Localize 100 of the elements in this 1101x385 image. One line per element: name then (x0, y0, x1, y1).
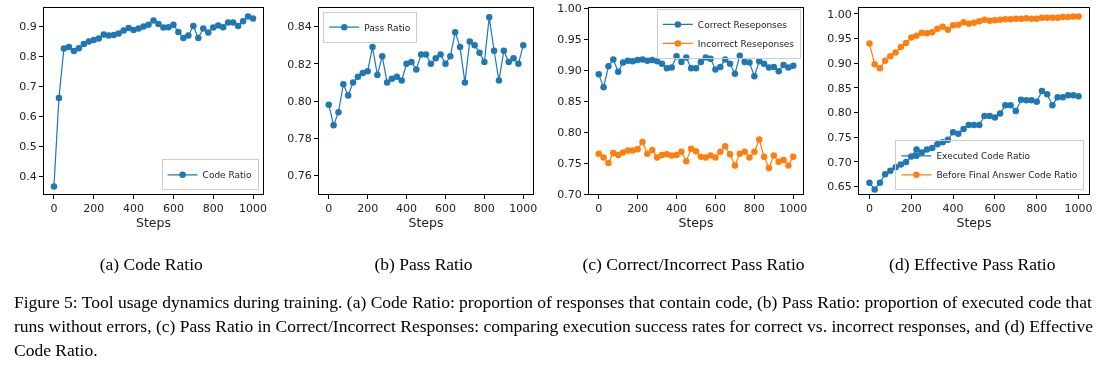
legend-label: Executed Code Ratio (936, 151, 1031, 162)
point (422, 51, 430, 58)
point (923, 146, 931, 153)
point (1033, 98, 1040, 105)
point (205, 29, 212, 36)
point (1007, 16, 1014, 23)
point (515, 60, 522, 68)
point (726, 151, 734, 158)
point (600, 84, 607, 91)
point (244, 13, 252, 20)
point (760, 60, 768, 68)
point (50, 183, 58, 190)
point (378, 53, 386, 60)
point (923, 29, 931, 37)
y-tick-label: 0.8 (19, 49, 37, 63)
point (668, 64, 675, 71)
point (996, 16, 1004, 24)
point (1007, 101, 1014, 109)
point (388, 75, 396, 82)
x-tick-label: 800 (202, 202, 224, 216)
point (1043, 91, 1051, 98)
text: (a) Code Ratio (99, 253, 204, 274)
x-tick-label: 200 (900, 202, 922, 216)
point (1012, 107, 1020, 115)
point (887, 53, 894, 60)
point (229, 19, 237, 26)
point (692, 147, 700, 155)
point (887, 167, 894, 175)
point (902, 158, 910, 166)
point (500, 47, 508, 55)
point (751, 72, 758, 80)
point (866, 179, 873, 186)
x-tick-label: 1000 (509, 202, 538, 216)
point (1033, 15, 1040, 23)
point (717, 63, 724, 71)
point (913, 146, 920, 153)
point (471, 41, 478, 49)
x-axis-title: Steps (408, 215, 444, 231)
point (785, 162, 792, 169)
point (369, 43, 376, 51)
point (928, 28, 936, 36)
point (1054, 94, 1061, 101)
text: (d) Effective Pass Ratio (889, 253, 1056, 274)
point (970, 19, 978, 27)
point (80, 40, 88, 48)
point (417, 51, 425, 58)
x-axis-title: Steps (956, 215, 992, 231)
point (648, 146, 656, 154)
point (790, 62, 797, 69)
point (165, 23, 172, 31)
point (687, 145, 695, 152)
point (461, 79, 469, 86)
x-tick-label: 400 (942, 202, 964, 216)
x-tick-label: 600 (434, 202, 456, 216)
point (692, 64, 700, 72)
point (180, 34, 187, 42)
point (746, 154, 753, 161)
point (495, 77, 503, 84)
point (1028, 15, 1035, 23)
point (949, 129, 957, 136)
x-tick-label: 400 (123, 202, 145, 216)
x-tick-label: 800 (473, 202, 495, 216)
point (605, 63, 612, 70)
y-tick-label: 0.65 (827, 180, 852, 194)
point (249, 15, 257, 22)
legend-label: Code Ratio (202, 170, 253, 181)
x-tick-label: 1000 (779, 202, 808, 216)
point (653, 154, 661, 161)
point (170, 21, 177, 29)
point (678, 148, 685, 156)
point (644, 150, 651, 157)
point (195, 34, 202, 42)
point (619, 149, 627, 156)
x-tick-label: 400 (396, 202, 418, 216)
y-tick-label: 0.78 (287, 132, 312, 146)
point (344, 92, 352, 99)
point (476, 49, 483, 56)
point (1064, 13, 1072, 21)
point (234, 22, 242, 30)
point (325, 101, 332, 108)
point (55, 94, 63, 102)
y-tick-label: 0.75 (827, 131, 852, 145)
y-tick-label: 0.4 (19, 169, 37, 183)
point (335, 108, 342, 116)
point (881, 57, 889, 65)
point (897, 161, 905, 168)
point (960, 125, 967, 133)
text: (c) Correct/Incorrect Pass Ratio (582, 253, 805, 274)
point (427, 60, 435, 68)
point (986, 112, 993, 120)
x-axis-title: Steps (678, 215, 714, 231)
point (437, 51, 444, 58)
point (751, 148, 758, 156)
point (485, 14, 493, 21)
point (1075, 13, 1082, 20)
point (374, 71, 381, 79)
point (65, 43, 73, 51)
point (955, 130, 962, 138)
point (866, 40, 873, 47)
point (755, 136, 763, 143)
